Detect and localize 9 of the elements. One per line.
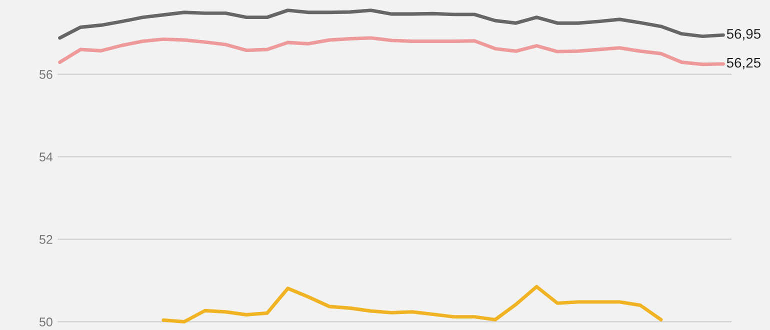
y-tick-label: 50 <box>39 318 52 326</box>
y-tick-label: 54 <box>39 152 53 162</box>
data-label: 56,95 <box>726 28 760 40</box>
line-series <box>162 284 663 324</box>
y-tick-label: 52 <box>39 235 52 244</box>
y-tick-label: 56 <box>39 70 52 79</box>
line-series <box>58 8 725 40</box>
data-label: 56,25 <box>726 58 760 70</box>
line-series <box>58 36 725 66</box>
